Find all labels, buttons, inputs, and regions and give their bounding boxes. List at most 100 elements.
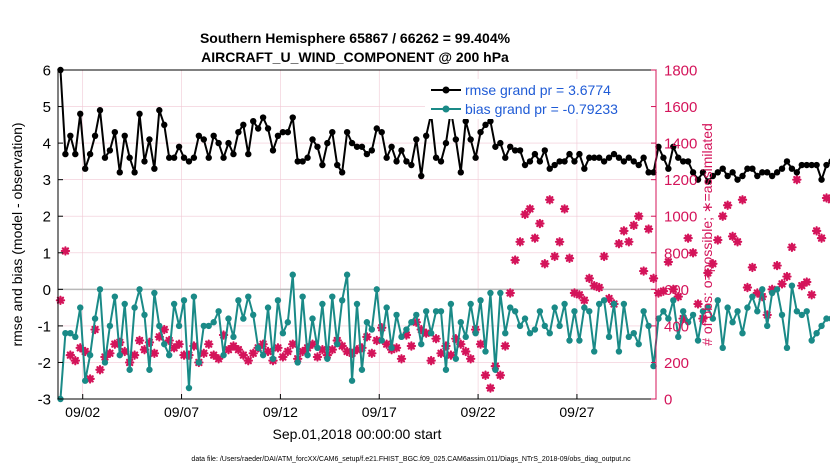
obs-assimilated-marker bbox=[129, 350, 140, 360]
bias-point bbox=[442, 366, 450, 373]
rmse-point bbox=[526, 158, 534, 165]
bias-point bbox=[101, 359, 109, 366]
bias-point bbox=[259, 351, 267, 359]
rmse-point bbox=[546, 165, 553, 172]
obs-assimilated-marker bbox=[772, 260, 782, 271]
bias-point bbox=[497, 289, 504, 297]
rmse-point bbox=[269, 147, 277, 154]
rmse-point bbox=[299, 158, 306, 165]
x-tick-label: 09/02 bbox=[65, 404, 100, 420]
bias-point bbox=[595, 300, 603, 308]
rmse-point bbox=[200, 136, 207, 143]
y-left-tick-label: -3 bbox=[38, 392, 51, 409]
rmse-point bbox=[531, 150, 539, 158]
obs-assimilated-marker bbox=[174, 339, 184, 349]
obs-assimilated-marker bbox=[475, 339, 486, 349]
rmse-point bbox=[81, 165, 89, 172]
bias-point bbox=[665, 315, 672, 322]
rmse-point bbox=[788, 165, 796, 172]
bias-point bbox=[655, 315, 662, 322]
rmse-point bbox=[432, 154, 440, 161]
obs-assimilated-marker bbox=[159, 324, 169, 335]
bias-point bbox=[541, 322, 548, 330]
rmse-point bbox=[704, 178, 712, 185]
obs-assimilated-marker bbox=[461, 346, 471, 357]
rmse-point bbox=[487, 117, 494, 125]
bias-point bbox=[368, 326, 376, 333]
bias-point bbox=[77, 304, 84, 311]
rmse-point bbox=[284, 128, 292, 136]
bias-point bbox=[526, 330, 534, 337]
rmse-point bbox=[670, 143, 677, 150]
obs-assimilated-marker bbox=[545, 195, 555, 205]
bias-point bbox=[348, 377, 356, 384]
y-left-tick-label: 4 bbox=[43, 136, 51, 153]
obs-assimilated-marker bbox=[283, 346, 293, 357]
rmse-point bbox=[131, 169, 138, 176]
bias-point bbox=[215, 308, 222, 315]
y-right-tick-label: 1800 bbox=[664, 63, 697, 80]
rmse-point bbox=[274, 132, 282, 139]
x-tick-label: 09/12 bbox=[263, 404, 298, 420]
obs-assimilated-marker bbox=[673, 291, 683, 302]
bias-point bbox=[274, 297, 282, 304]
bias-point bbox=[714, 297, 721, 304]
x-tick-label: 09/07 bbox=[164, 404, 199, 420]
bias-point bbox=[670, 297, 677, 304]
rmse-point bbox=[343, 128, 351, 136]
rmse-point bbox=[91, 132, 99, 139]
rmse-point bbox=[655, 143, 662, 150]
obs-assimilated-marker bbox=[134, 335, 145, 346]
bias-point bbox=[630, 330, 637, 337]
bias-point bbox=[175, 322, 183, 330]
bias-point bbox=[279, 330, 287, 337]
rmse-point bbox=[264, 125, 272, 132]
bias-point bbox=[586, 308, 593, 315]
obs-assimilated-marker bbox=[747, 262, 758, 273]
bias-point bbox=[72, 333, 79, 341]
bias-point bbox=[724, 304, 731, 311]
bias-point bbox=[225, 315, 232, 322]
bias-point bbox=[694, 337, 702, 344]
rmse-point bbox=[823, 161, 830, 169]
obs-assimilated-marker bbox=[554, 237, 565, 247]
rmse-point bbox=[561, 158, 568, 165]
rmse-point bbox=[694, 176, 702, 183]
x-tick-label: 09/22 bbox=[461, 404, 496, 420]
bias-point bbox=[813, 330, 820, 337]
rmse-point bbox=[595, 154, 603, 161]
bias-point bbox=[610, 300, 618, 308]
bias-point bbox=[62, 330, 69, 337]
chart-subtitle: AIRCRAFT_U_WIND_COMPONENT @ 200 hPa bbox=[201, 49, 509, 65]
bias-point bbox=[709, 315, 717, 322]
bias-point bbox=[447, 300, 455, 308]
rmse-point bbox=[625, 154, 633, 161]
bias-point bbox=[645, 322, 652, 330]
legend-bias-label: bias grand pr = -0.79233 bbox=[465, 101, 618, 117]
legend-box bbox=[425, 79, 651, 119]
rmse-point bbox=[309, 136, 316, 143]
bias-point bbox=[141, 311, 148, 319]
rmse-point bbox=[605, 154, 613, 161]
y-axis-left-label: rmse and bias (model - observation) bbox=[9, 122, 25, 346]
rmse-point bbox=[86, 150, 94, 158]
bias-point bbox=[546, 330, 553, 337]
bias-point bbox=[230, 333, 237, 341]
rmse-point bbox=[235, 128, 242, 136]
obs-assimilated-marker bbox=[688, 248, 698, 258]
bias-point bbox=[343, 271, 351, 278]
rmse-point bbox=[645, 169, 652, 176]
rmse-point bbox=[329, 128, 336, 136]
bias-point bbox=[151, 289, 158, 297]
obs-assimilated-marker bbox=[658, 286, 669, 296]
obs-assimilated-marker bbox=[594, 282, 604, 293]
bias-point bbox=[571, 308, 578, 315]
bias-point bbox=[170, 300, 178, 308]
obs-assimilated-marker bbox=[777, 279, 787, 289]
rmse-point bbox=[521, 161, 529, 169]
rmse-point bbox=[225, 139, 232, 147]
rmse-point bbox=[818, 176, 825, 183]
rmse-point bbox=[161, 121, 168, 129]
obs-assimilated-marker bbox=[396, 354, 407, 364]
